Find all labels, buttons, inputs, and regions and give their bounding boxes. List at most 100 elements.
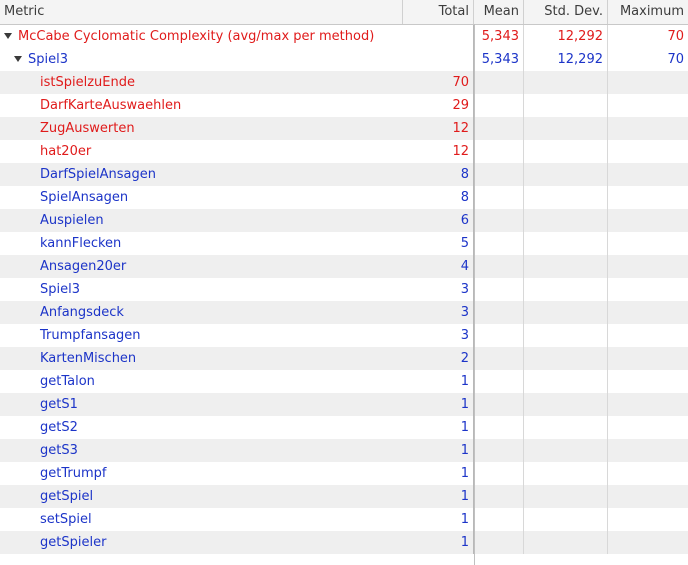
root-metric-label: McCabe Cyclomatic Complexity (avg/max pe… xyxy=(18,29,375,44)
table-row[interactable]: DarfKarteAuswaehlen 29 xyxy=(0,94,688,117)
method-name: getS3 xyxy=(40,443,78,458)
method-maximum xyxy=(608,163,688,186)
column-header-metric[interactable]: Metric xyxy=(0,0,403,24)
method-name: Spiel3 xyxy=(40,282,80,297)
method-total: 6 xyxy=(403,209,474,232)
method-name: Trumpfansagen xyxy=(40,328,141,343)
column-header-mean[interactable]: Mean xyxy=(474,0,524,24)
method-total: 1 xyxy=(403,370,474,393)
column-header-std-dev[interactable]: Std. Dev. xyxy=(524,0,608,24)
root-total xyxy=(403,25,474,48)
method-total: 1 xyxy=(403,462,474,485)
method-name: SpielAnsagen xyxy=(40,190,129,205)
table-row[interactable]: getS1 1 xyxy=(0,393,688,416)
table-row[interactable]: ZugAuswerten 12 xyxy=(0,117,688,140)
table-row[interactable]: SpielAnsagen 8 xyxy=(0,186,688,209)
method-maximum xyxy=(608,462,688,485)
method-total: 1 xyxy=(403,439,474,462)
column-divider xyxy=(474,24,475,565)
method-maximum xyxy=(608,531,688,554)
table-row[interactable]: hat20er 12 xyxy=(0,140,688,163)
method-name: getSpieler xyxy=(40,535,107,550)
method-std-dev xyxy=(524,232,608,255)
method-name: ZugAuswerten xyxy=(40,121,135,136)
group-mean: 5,343 xyxy=(474,48,524,71)
method-name: Auspielen xyxy=(40,213,104,228)
method-name: KartenMischen xyxy=(40,351,137,366)
method-total: 29 xyxy=(403,94,474,117)
tree-row-group[interactable]: Spiel3 5,343 12,292 70 xyxy=(0,48,688,71)
method-name: setSpiel xyxy=(40,512,92,527)
method-name: DarfKarteAuswaehlen xyxy=(40,98,182,113)
tree-row-root[interactable]: McCabe Cyclomatic Complexity (avg/max pe… xyxy=(0,25,688,48)
method-mean xyxy=(474,163,524,186)
table-row[interactable]: Trumpfansagen 3 xyxy=(0,324,688,347)
method-std-dev xyxy=(524,439,608,462)
table-row[interactable]: istSpielzuEnde 70 xyxy=(0,71,688,94)
group-maximum: 70 xyxy=(667,52,684,67)
table-row[interactable]: getTalon 1 xyxy=(0,370,688,393)
method-total: 5 xyxy=(403,232,474,255)
method-name: getS1 xyxy=(40,397,78,412)
method-total: 12 xyxy=(403,140,474,163)
method-mean xyxy=(474,94,524,117)
table-row[interactable]: getSpiel 1 xyxy=(0,485,688,508)
column-header-maximum[interactable]: Maximum xyxy=(619,4,684,19)
table-body: McCabe Cyclomatic Complexity (avg/max pe… xyxy=(0,25,688,554)
method-std-dev xyxy=(524,393,608,416)
method-maximum xyxy=(608,255,688,278)
method-mean xyxy=(474,71,524,94)
method-mean xyxy=(474,232,524,255)
table-row[interactable]: getTrumpf 1 xyxy=(0,462,688,485)
method-mean xyxy=(474,462,524,485)
table-row[interactable]: Spiel3 3 xyxy=(0,278,688,301)
method-maximum xyxy=(608,232,688,255)
table-row[interactable]: setSpiel 1 xyxy=(0,508,688,531)
method-maximum xyxy=(608,485,688,508)
method-mean xyxy=(474,278,524,301)
method-maximum xyxy=(608,416,688,439)
method-total: 3 xyxy=(403,301,474,324)
method-std-dev xyxy=(524,71,608,94)
method-name: getS2 xyxy=(40,420,78,435)
method-mean xyxy=(474,301,524,324)
expand-arrow-icon[interactable] xyxy=(4,33,12,39)
table-row[interactable]: getSpieler 1 xyxy=(0,531,688,554)
method-mean xyxy=(474,140,524,163)
method-mean xyxy=(474,439,524,462)
method-std-dev xyxy=(524,209,608,232)
table-row[interactable]: Anfangsdeck 3 xyxy=(0,301,688,324)
group-metric-label: Spiel3 xyxy=(28,52,68,67)
table-row[interactable]: DarfSpielAnsagen 8 xyxy=(0,163,688,186)
group-std-dev: 12,292 xyxy=(524,48,608,71)
method-maximum xyxy=(608,140,688,163)
table-row[interactable]: Auspielen 6 xyxy=(0,209,688,232)
method-name: Ansagen20er xyxy=(40,259,127,274)
column-header-total[interactable]: Total xyxy=(403,0,474,24)
table-row[interactable]: KartenMischen 2 xyxy=(0,347,688,370)
method-total: 8 xyxy=(403,186,474,209)
method-maximum xyxy=(608,370,688,393)
method-name: kannFlecken xyxy=(40,236,122,251)
expand-arrow-icon[interactable] xyxy=(14,56,22,62)
method-std-dev xyxy=(524,508,608,531)
method-total: 3 xyxy=(403,324,474,347)
method-mean xyxy=(474,416,524,439)
method-total: 8 xyxy=(403,163,474,186)
root-mean: 5,343 xyxy=(474,25,524,48)
method-name: Anfangsdeck xyxy=(40,305,124,320)
method-mean xyxy=(474,370,524,393)
method-maximum xyxy=(608,94,688,117)
method-total: 1 xyxy=(403,416,474,439)
root-metric-cell: McCabe Cyclomatic Complexity (avg/max pe… xyxy=(0,25,403,48)
method-std-dev xyxy=(524,163,608,186)
method-std-dev xyxy=(524,485,608,508)
method-mean xyxy=(474,117,524,140)
method-maximum xyxy=(608,209,688,232)
table-row[interactable]: getS2 1 xyxy=(0,416,688,439)
table-row[interactable]: Ansagen20er 4 xyxy=(0,255,688,278)
method-std-dev xyxy=(524,462,608,485)
table-row[interactable]: getS3 1 xyxy=(0,439,688,462)
table-row[interactable]: kannFlecken 5 xyxy=(0,232,688,255)
method-mean xyxy=(474,393,524,416)
